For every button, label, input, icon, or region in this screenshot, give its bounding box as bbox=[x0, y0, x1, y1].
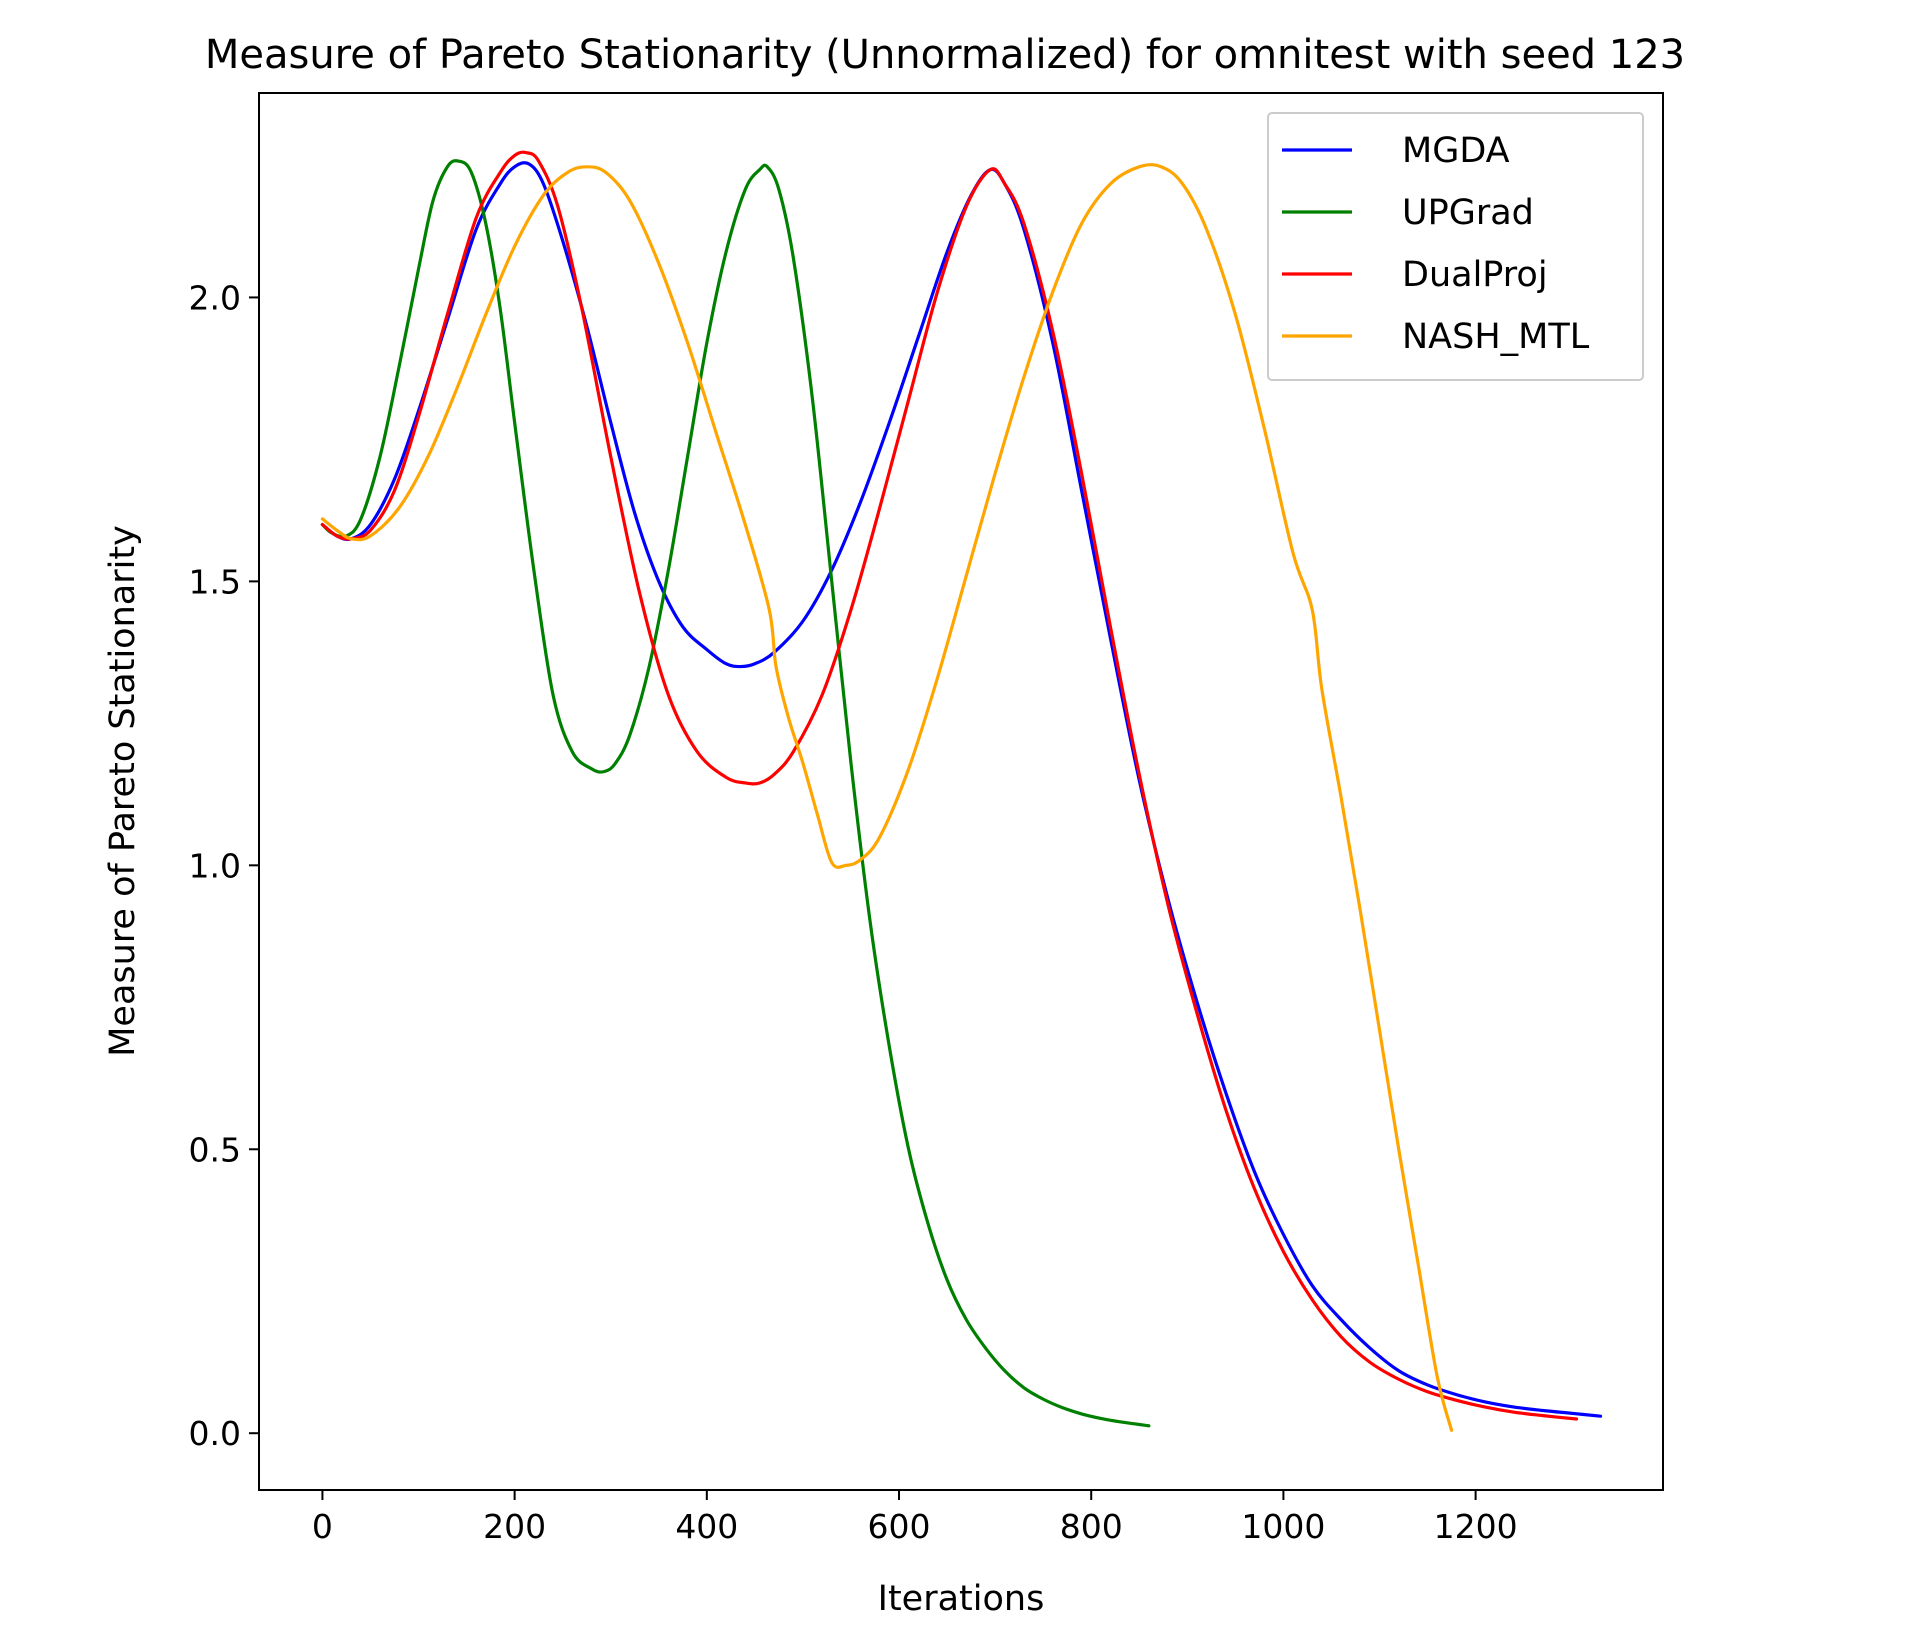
x-tick-label: 0 bbox=[312, 1507, 333, 1546]
chart-title: Measure of Pareto Stationarity (Unnormal… bbox=[205, 32, 1685, 78]
series-line-upgrad bbox=[320, 159, 1151, 1428]
y-tick-label: 2.0 bbox=[189, 278, 241, 317]
x-tick-label: 1200 bbox=[1434, 1507, 1518, 1546]
y-axis-label: Measure of Pareto Stationarity bbox=[103, 525, 143, 1057]
series-lines bbox=[320, 150, 1603, 1432]
legend: MGDA UPGrad DualProj NASH_MTL bbox=[1267, 112, 1644, 381]
y-tick-label: 1.5 bbox=[189, 562, 241, 601]
y-tick-label: 0.0 bbox=[189, 1414, 241, 1453]
series-line-mgda bbox=[320, 161, 1603, 1418]
y-tick-label: 1.0 bbox=[189, 846, 241, 885]
x-tick-label: 200 bbox=[483, 1507, 546, 1546]
legend-label: DualProj bbox=[1402, 255, 1548, 295]
y-tick-label: 0.5 bbox=[189, 1130, 241, 1169]
legend-frame bbox=[1267, 112, 1644, 381]
plot-frame bbox=[258, 92, 1664, 1491]
x-tick-label: 400 bbox=[675, 1507, 738, 1546]
y-axis-ticks: 0.0 0.5 1.0 1.5 2.0 bbox=[189, 278, 259, 1453]
legend-label: MGDA bbox=[1402, 131, 1510, 171]
x-axis-label: Iterations bbox=[878, 1579, 1045, 1619]
x-axis-ticks: 0 200 400 600 800 1000 1200 bbox=[312, 1490, 1518, 1546]
series-line-dualproj bbox=[320, 150, 1579, 1421]
x-tick-label: 600 bbox=[868, 1507, 931, 1546]
legend-label: UPGrad bbox=[1402, 193, 1534, 233]
x-tick-label: 800 bbox=[1060, 1507, 1123, 1546]
legend-label: NASH_MTL bbox=[1402, 317, 1590, 357]
series-line-nash-mtl bbox=[320, 163, 1454, 1432]
x-tick-label: 1000 bbox=[1241, 1507, 1325, 1546]
